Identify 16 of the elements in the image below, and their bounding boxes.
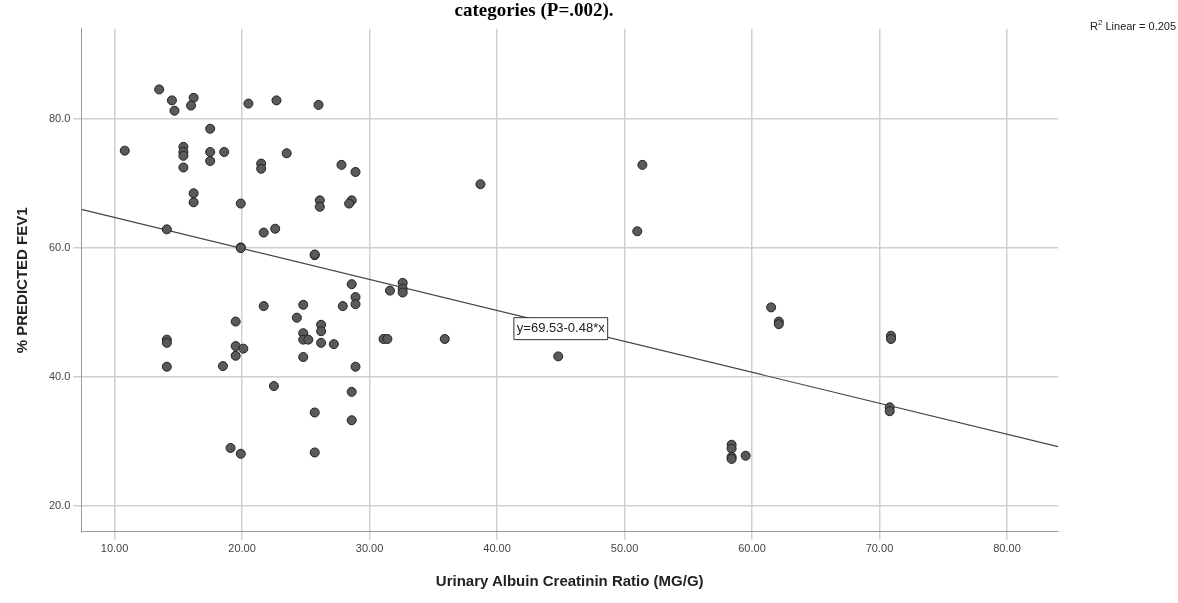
annotation: y=69.53-0.48*x [516,320,606,336]
x-tick-label: 40.00 [483,542,511,555]
x-axis-title: Urinary Albuin Creatinin Ratio (MG/G) [435,572,704,590]
x-tick-label: 80.00 [993,542,1021,555]
x-tick-label: 70.00 [865,542,894,555]
x-tick-label: 50.00 [610,542,639,555]
y-tick-label: 80.0 [48,112,71,125]
x-tick-label: 10.00 [100,542,129,555]
y-tick-label: 40.0 [48,370,71,383]
x-tick-label: 60.00 [738,542,766,555]
x-tick-label: 30.00 [355,542,384,555]
x-tick-label: 20.00 [228,542,256,555]
y-tick-label: 20.0 [48,499,71,512]
y-tick-label: 60.0 [48,241,71,254]
y-axis-title: % PREDICTED FEV1 [13,207,31,354]
chart-title: categories (P=.002). [454,0,614,22]
